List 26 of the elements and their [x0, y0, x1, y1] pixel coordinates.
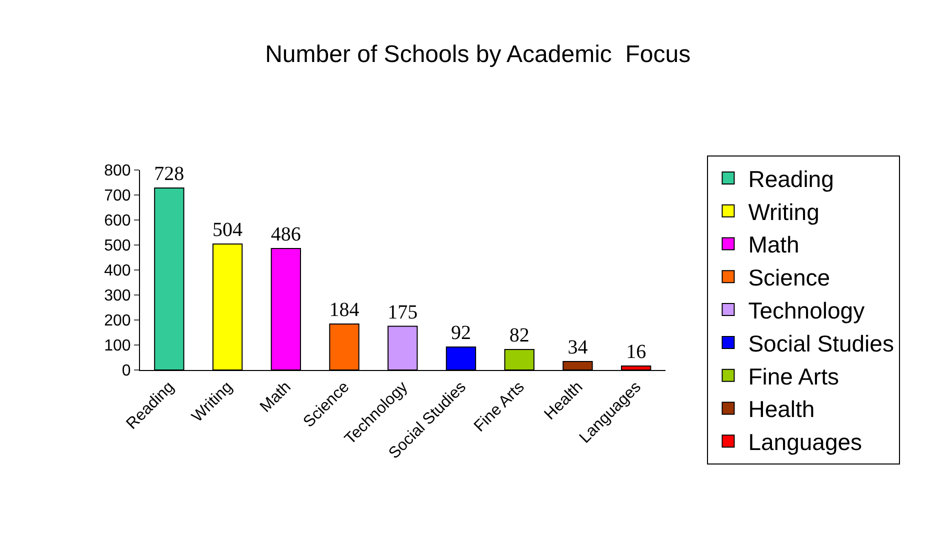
legend-label: Social Studies — [748, 330, 894, 356]
data-label: 92 — [450, 322, 471, 344]
data-label: 34 — [568, 336, 588, 358]
y-tick-label: 300 — [104, 288, 131, 305]
y-tick-label: 600 — [104, 212, 131, 230]
legend-label: Technology — [748, 298, 866, 324]
y-tick-label: 400 — [104, 262, 131, 280]
data-label: 728 — [154, 163, 184, 185]
legend-label: Reading — [748, 166, 834, 192]
data-label: 486 — [270, 224, 301, 246]
y-tick-label: 500 — [104, 238, 131, 255]
data-label: 82 — [509, 324, 530, 346]
legend-label: Math — [748, 232, 800, 258]
data-label: 504 — [212, 219, 243, 241]
data-label: 16 — [626, 341, 646, 363]
y-tick-label: 0 — [122, 362, 131, 380]
data-label: 175 — [388, 301, 418, 324]
y-tick-label: 700 — [104, 188, 131, 205]
x-tick-label: Fine Arts — [471, 378, 528, 436]
legend-label: Science — [748, 264, 830, 291]
y-tick-label: 200 — [104, 312, 131, 330]
legend-label: Writing — [748, 198, 820, 225]
y-tick-label: 800 — [104, 162, 131, 180]
chart-title: Number of Schools by Academic Focus — [265, 41, 691, 68]
y-tick-label: 100 — [104, 338, 131, 355]
data-label: 184 — [329, 299, 360, 321]
